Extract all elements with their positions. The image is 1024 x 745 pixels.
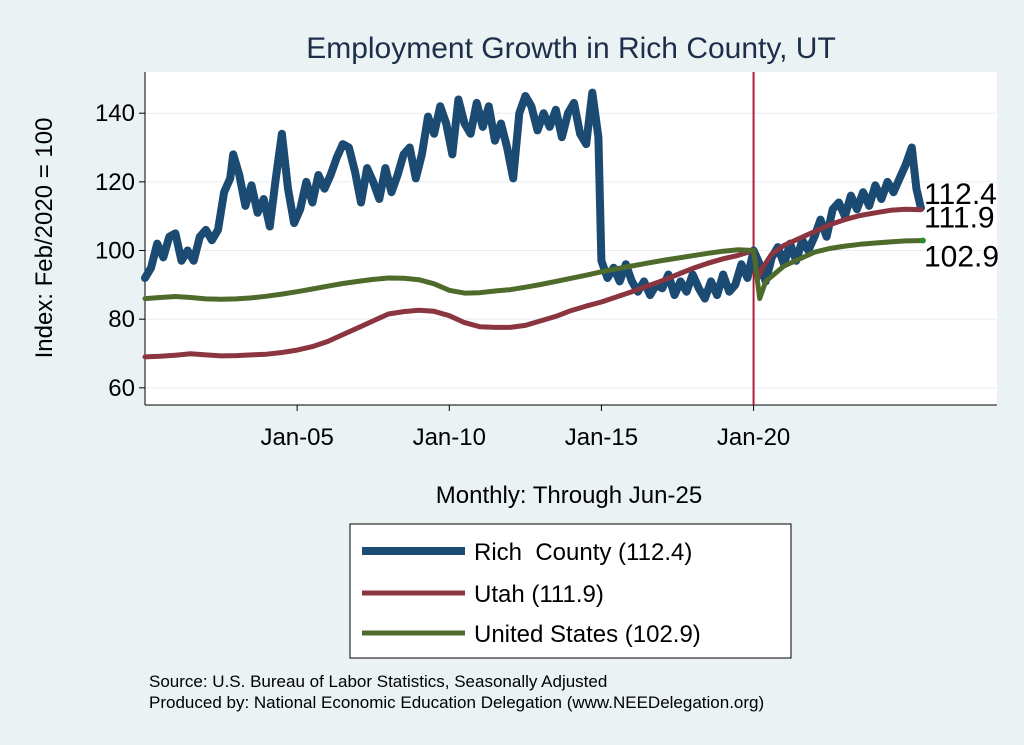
legend: Rich County (112.4) Utah (111.9) United …: [349, 523, 792, 659]
source-note: Source: U.S. Bureau of Labor Statistics,…: [149, 671, 764, 713]
legend-label-rich-county: Rich County (112.4): [474, 539, 692, 566]
x-tick-label: Jan-05: [260, 424, 333, 451]
y-ticks: 60 80 100 120 140: [95, 100, 145, 402]
us-endpoint-marker: [919, 237, 926, 244]
source-line: Source: U.S. Bureau of Labor Statistics,…: [149, 672, 608, 691]
x-ticks: Jan-05 Jan-10 Jan-15 Jan-20: [260, 405, 790, 451]
series-line-utah: [142, 206, 924, 360]
series-line-united-states: [142, 238, 924, 302]
y-axis-label: Index: Feb/2020 = 100: [31, 118, 58, 359]
end-label: 111.9: [924, 202, 995, 235]
y-tick-label: 100: [95, 238, 135, 265]
x-tick-label: Jan-20: [717, 424, 790, 451]
y-tick-label: 80: [108, 306, 135, 333]
producer-line: Produced by: National Economic Education…: [149, 693, 765, 712]
x-axis-label: Monthly: Through Jun-25: [436, 482, 702, 509]
y-tick-label: 140: [95, 100, 135, 127]
chart-title: Employment Growth in Rich County, UT: [306, 32, 836, 65]
end-label: 102.9: [924, 241, 999, 274]
x-tick-label: Jan-15: [565, 424, 638, 451]
series-line-rich-county: [141, 88, 925, 303]
end-label: 112.4: [924, 178, 997, 211]
series-lines: [141, 88, 926, 360]
x-tick-label: Jan-10: [413, 424, 486, 451]
legend-label-united-states: United States (102.9): [474, 621, 701, 648]
legend-label-utah: Utah (111.9): [474, 581, 604, 608]
y-tick-label: 60: [108, 375, 135, 402]
y-tick-label: 120: [95, 169, 135, 196]
